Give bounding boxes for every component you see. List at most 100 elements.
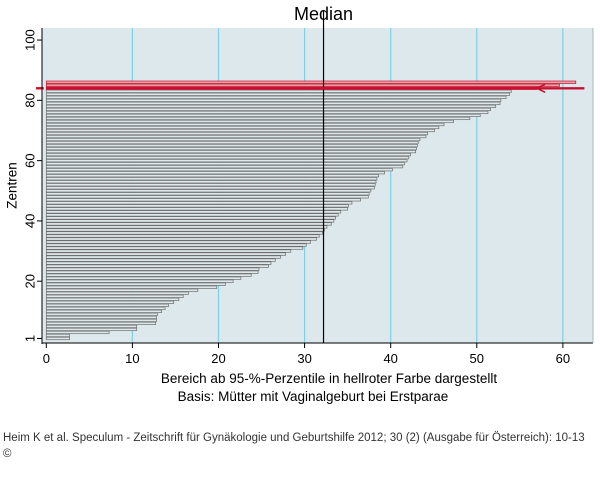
bar-zentrum-64 bbox=[45, 146, 417, 151]
x-tick-label-20: 20 bbox=[211, 351, 225, 366]
bar-zentrum-55 bbox=[45, 174, 379, 178]
bar-zentrum-54 bbox=[45, 177, 378, 181]
bar-zentrum-6 bbox=[45, 321, 156, 325]
bar-zentrum-3 bbox=[45, 330, 110, 335]
y-tick-label-80: 80 bbox=[23, 93, 38, 107]
bar-zentrum-19 bbox=[45, 282, 226, 286]
bar-zentrum-69 bbox=[45, 131, 429, 136]
chart-title: Median bbox=[294, 4, 353, 24]
bar-zentrum-41 bbox=[45, 216, 336, 220]
x-tick-label-40: 40 bbox=[383, 351, 397, 366]
bar-zentrum-59 bbox=[45, 162, 405, 166]
bar-zentrum-32 bbox=[45, 243, 307, 247]
bar-zentrum-34 bbox=[45, 237, 317, 241]
x-axis-label: Bereich ab 95-%-Perzentile in hellroter … bbox=[161, 371, 497, 386]
bar-zentrum-68 bbox=[45, 134, 427, 139]
bar-zentrum-44 bbox=[45, 207, 348, 211]
bar-zentrum-85 bbox=[45, 83, 560, 87]
bars bbox=[45, 80, 577, 341]
bar-zentrum-50 bbox=[45, 189, 372, 193]
y-tick-label-1: 1 bbox=[23, 335, 38, 342]
bar-zentrum-70 bbox=[45, 128, 435, 133]
bar-zentrum-73 bbox=[45, 119, 454, 124]
bar-zentrum-71 bbox=[45, 125, 440, 130]
bar-zentrum-18 bbox=[45, 285, 218, 289]
bar-zentrum-23 bbox=[45, 270, 259, 274]
axes: 0 10 20 30 40 50 60 1 20 40 60 80 100 bbox=[23, 28, 594, 366]
bar-zentrum-78 bbox=[45, 104, 497, 108]
bar-zentrum-43 bbox=[45, 210, 342, 214]
bar-zentrum-66 bbox=[45, 140, 419, 145]
bar-zentrum-12 bbox=[45, 303, 169, 307]
y-axis-label: Zentren bbox=[5, 162, 20, 209]
bar-zentrum-13 bbox=[45, 300, 175, 304]
bar-zentrum-74 bbox=[45, 116, 471, 121]
bar-zentrum-42 bbox=[45, 213, 339, 217]
bar-zentrum-53 bbox=[45, 180, 377, 184]
bar-zentrum-15 bbox=[45, 294, 184, 298]
bar-zentrum-17 bbox=[45, 288, 199, 292]
bar-zentrum-16 bbox=[45, 291, 189, 295]
bar-zentrum-39 bbox=[45, 222, 332, 226]
bar-zentrum-7 bbox=[45, 318, 157, 322]
bar-zentrum-65 bbox=[45, 143, 418, 148]
bar-zentrum-52 bbox=[45, 183, 376, 187]
bar-zentrum-61 bbox=[45, 156, 410, 160]
x-tick-label-60: 60 bbox=[556, 351, 570, 366]
bar-zentrum-27 bbox=[45, 258, 276, 262]
bar-zentrum-40 bbox=[45, 219, 335, 223]
bar-zentrum-62 bbox=[45, 153, 411, 157]
bar-zentrum-30 bbox=[45, 249, 292, 253]
bar-zentrum-31 bbox=[45, 246, 304, 250]
bar-zentrum-82 bbox=[45, 92, 510, 96]
x-tick-label-50: 50 bbox=[470, 351, 484, 366]
x-tick-label-30: 30 bbox=[297, 351, 311, 366]
bar-zentrum-56 bbox=[45, 171, 386, 175]
bar-zentrum-80 bbox=[45, 98, 502, 102]
bar-zentrum-29 bbox=[45, 252, 286, 256]
bar-zentrum-5 bbox=[45, 324, 138, 329]
bar-zentrum-20 bbox=[45, 279, 234, 283]
bar-zentrum-8 bbox=[45, 315, 157, 319]
bar-zentrum-81 bbox=[45, 95, 507, 99]
bar-zentrum-49 bbox=[45, 192, 370, 196]
x-tick-label-0: 0 bbox=[43, 351, 50, 366]
x-tick-label-10: 10 bbox=[125, 351, 139, 366]
bar-zentrum-45 bbox=[45, 204, 349, 208]
y-tick-label-60: 60 bbox=[23, 153, 38, 167]
bar-zentrum-76 bbox=[45, 110, 489, 114]
bar-zentrum-46 bbox=[45, 201, 353, 205]
source-citation: Heim K et al. Speculum - Zeitschrift für… bbox=[3, 432, 585, 460]
bar-zentrum-67 bbox=[45, 137, 421, 142]
bar-zentrum-33 bbox=[45, 240, 311, 244]
percentile-marker-arrow bbox=[535, 83, 546, 94]
bar-zentrum-83 bbox=[45, 89, 512, 93]
chart-figure: 0 10 20 30 40 50 60 1 20 40 60 80 100 Median Zentren… bbox=[5, 4, 594, 404]
bar-zentrum-60 bbox=[45, 159, 408, 163]
bar-zentrum-72 bbox=[45, 122, 445, 127]
bar-zentrum-77 bbox=[45, 107, 491, 111]
bar-zentrum-36 bbox=[45, 231, 324, 235]
bar-zentrum-37 bbox=[45, 228, 325, 232]
bar-zentrum-9 bbox=[45, 312, 158, 316]
bar-zentrum-51 bbox=[45, 186, 375, 190]
bar-zentrum-86 bbox=[45, 80, 577, 84]
bar-zentrum-58 bbox=[45, 165, 404, 169]
bar-zentrum-1 bbox=[45, 336, 70, 341]
bar-zentrum-47 bbox=[45, 198, 361, 202]
bar-zentrum-26 bbox=[45, 261, 272, 265]
bar-zentrum-57 bbox=[45, 168, 393, 172]
bar-zentrum-21 bbox=[45, 276, 242, 280]
bar-zentrum-48 bbox=[45, 195, 369, 199]
bar-zentrum-25 bbox=[45, 264, 269, 268]
bar-zentrum-63 bbox=[45, 150, 416, 154]
bar-zentrum-75 bbox=[45, 113, 481, 118]
bar-zentrum-79 bbox=[45, 101, 501, 105]
y-tick-label-40: 40 bbox=[23, 214, 38, 228]
bar-zentrum-35 bbox=[45, 234, 320, 238]
bar-zentrum-22 bbox=[45, 273, 252, 277]
bar-zentrum-2 bbox=[45, 333, 70, 338]
bar-zentrum-28 bbox=[45, 255, 281, 259]
bar-zentrum-11 bbox=[45, 306, 166, 310]
y-tick-label-100: 100 bbox=[23, 29, 38, 51]
